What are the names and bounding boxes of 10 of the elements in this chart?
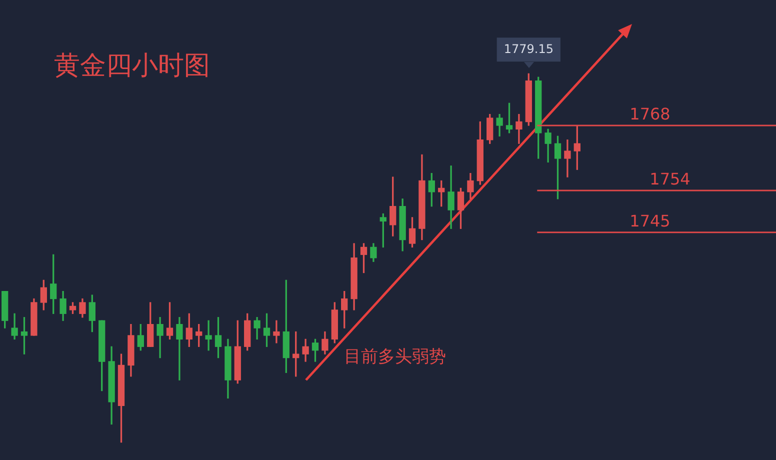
ref-line-label: 1745 [630,211,670,230]
annotation: 目前多头弱势 [344,346,446,368]
candlestick [273,320,280,344]
ref-line-label: 1754 [650,170,690,189]
candlestick [176,317,183,380]
candlestick [564,140,571,178]
text: 黄金四小时图 [54,50,210,83]
candlestick [205,320,212,351]
annotation: 1779.15 [504,42,554,56]
ref-line-label: 1768 [630,104,670,124]
